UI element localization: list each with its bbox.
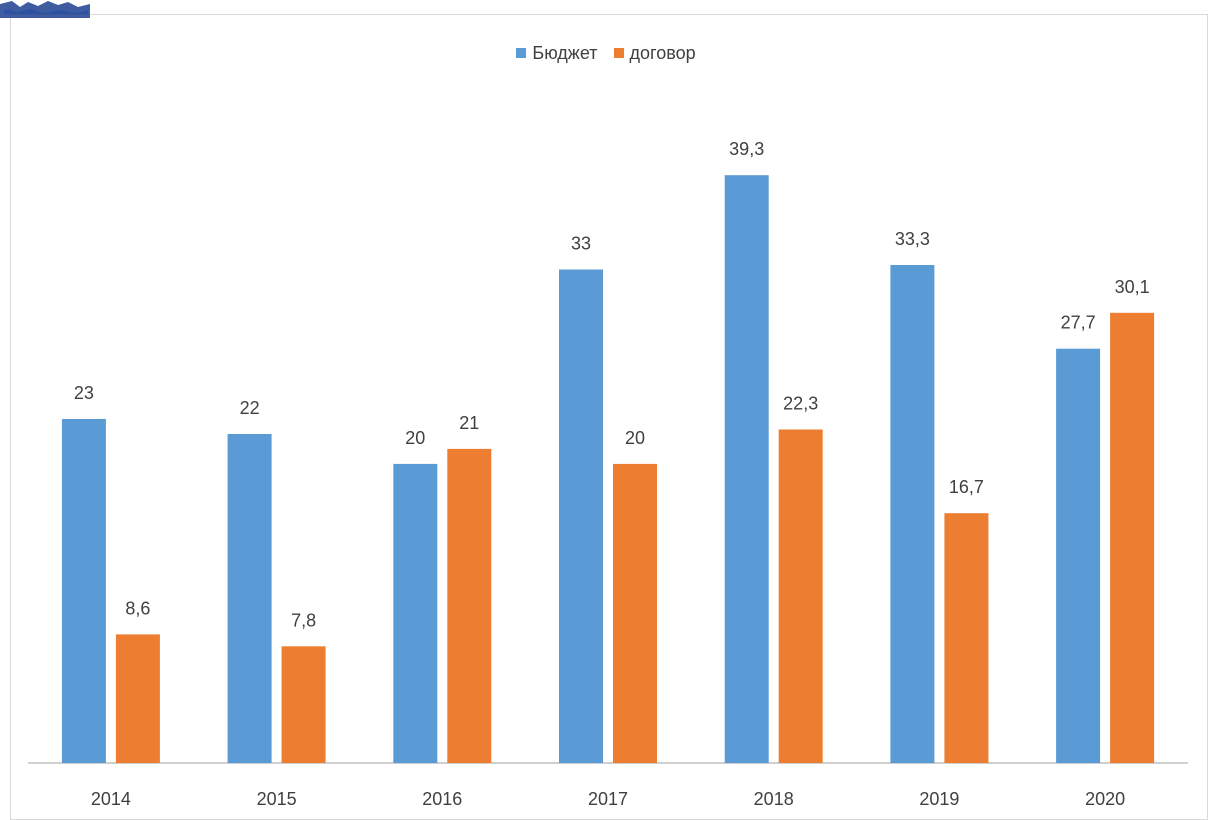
bar-1-2015 [281,646,326,763]
data-label-1-2019: 16,7 [949,477,984,497]
bar-0-2020 [1056,348,1101,763]
data-label-1-2017: 20 [625,428,645,448]
legend-label-0: Бюджет [532,42,598,63]
bar-1-2019 [944,513,989,763]
data-label-1-2016: 21 [459,413,479,433]
bar-0-2014 [61,419,106,763]
bar-0-2017 [559,269,603,763]
x-tick-label-2015: 2015 [257,789,297,809]
legend-item-0: Бюджет [516,42,598,64]
chart-frame [10,14,1208,820]
x-tick-label-2017: 2017 [588,789,628,809]
data-label-0-2014: 23 [74,383,94,403]
bar-0-2018 [724,175,769,763]
x-tick-label-2019: 2019 [919,789,959,809]
data-label-0-2020: 27,7 [1061,313,1096,333]
data-label-0-2017: 33 [571,234,591,254]
bar-1-2020 [1110,312,1155,763]
data-label-1-2014: 8,6 [125,598,150,618]
data-label-0-2019: 33,3 [895,229,930,249]
bar-0-2015 [227,434,272,763]
legend-item-1: договор [613,42,696,64]
data-label-1-2015: 7,8 [291,610,316,630]
legend-label-1: договор [629,42,696,63]
data-label-0-2018: 39,3 [729,139,764,159]
logo-mark-icon [0,0,90,18]
x-tick-label-2014: 2014 [91,789,131,809]
legend-swatch-0 [516,48,527,58]
x-tick-label-2020: 2020 [1085,789,1125,809]
data-label-0-2016: 20 [405,428,425,448]
data-label-1-2020: 30,1 [1115,277,1150,297]
chart-legend: Бюджет договор [0,42,1212,64]
x-tick-label-2016: 2016 [422,789,462,809]
bar-1-2014 [115,634,160,763]
x-tick-label-2018: 2018 [754,789,794,809]
data-label-1-2018: 22,3 [783,394,818,414]
bar-0-2019 [890,265,935,763]
bar-1-2018 [778,429,823,763]
data-label-0-2015: 22 [240,398,260,418]
bar-0-2016 [393,463,438,763]
bar-1-2016 [447,448,492,763]
bar-1-2017 [613,463,657,763]
legend-swatch-1 [613,48,624,58]
